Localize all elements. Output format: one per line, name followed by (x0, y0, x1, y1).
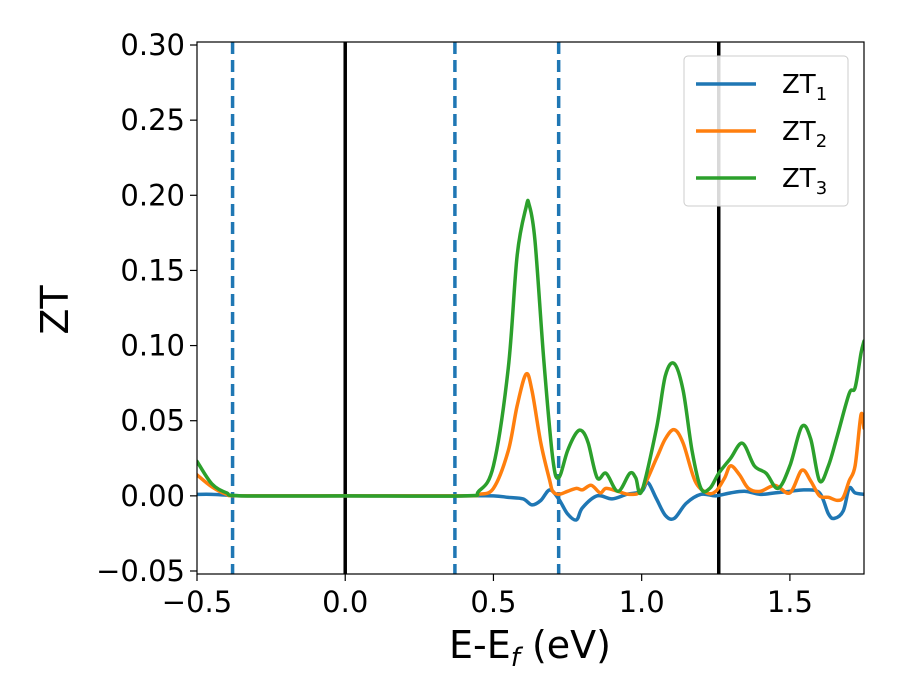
y-tick-label: 0.30 (120, 28, 185, 62)
x-axis-label: E-Ef (eV) (449, 623, 611, 673)
x-tick-label: 0.5 (470, 585, 516, 619)
x-tick-label: 0.0 (322, 585, 368, 619)
legend-label-zt3: ZT3 (782, 164, 827, 199)
y-axis-label: ZT (33, 285, 77, 335)
y-tick-label: 0.05 (120, 404, 185, 438)
y-tick-label: 0.10 (120, 329, 185, 363)
plot-frame (196, 41, 865, 575)
legend-label-zt2: ZT2 (782, 117, 827, 152)
y-axis-ticks: −0.05 0.00 0.05 0.10 0.15 0.20 0.25 0.30 (96, 28, 197, 588)
y-tick-label: −0.05 (96, 554, 185, 588)
x-axis-label-main: E-E (449, 623, 511, 667)
y-tick-label: 0.20 (120, 178, 185, 212)
x-axis-label-unit: (eV) (520, 623, 611, 667)
series-lines (197, 198, 864, 522)
x-axis-ticks: −0.5 0.0 0.5 1.0 1.5 (162, 574, 813, 619)
legend: ZT1 ZT2 ZT3 (683, 55, 849, 207)
x-tick-label: 1.0 (619, 585, 665, 619)
y-tick-label: 0.25 (120, 103, 185, 137)
legend-label-zt1: ZT1 (782, 70, 827, 105)
legend-box (683, 55, 849, 207)
y-tick-label: 0.15 (120, 253, 185, 287)
y-tick-label: 0.00 (120, 479, 185, 513)
series-line-zt3 (197, 198, 864, 498)
x-tick-label: −0.5 (162, 585, 232, 619)
x-tick-label: 1.5 (767, 585, 813, 619)
